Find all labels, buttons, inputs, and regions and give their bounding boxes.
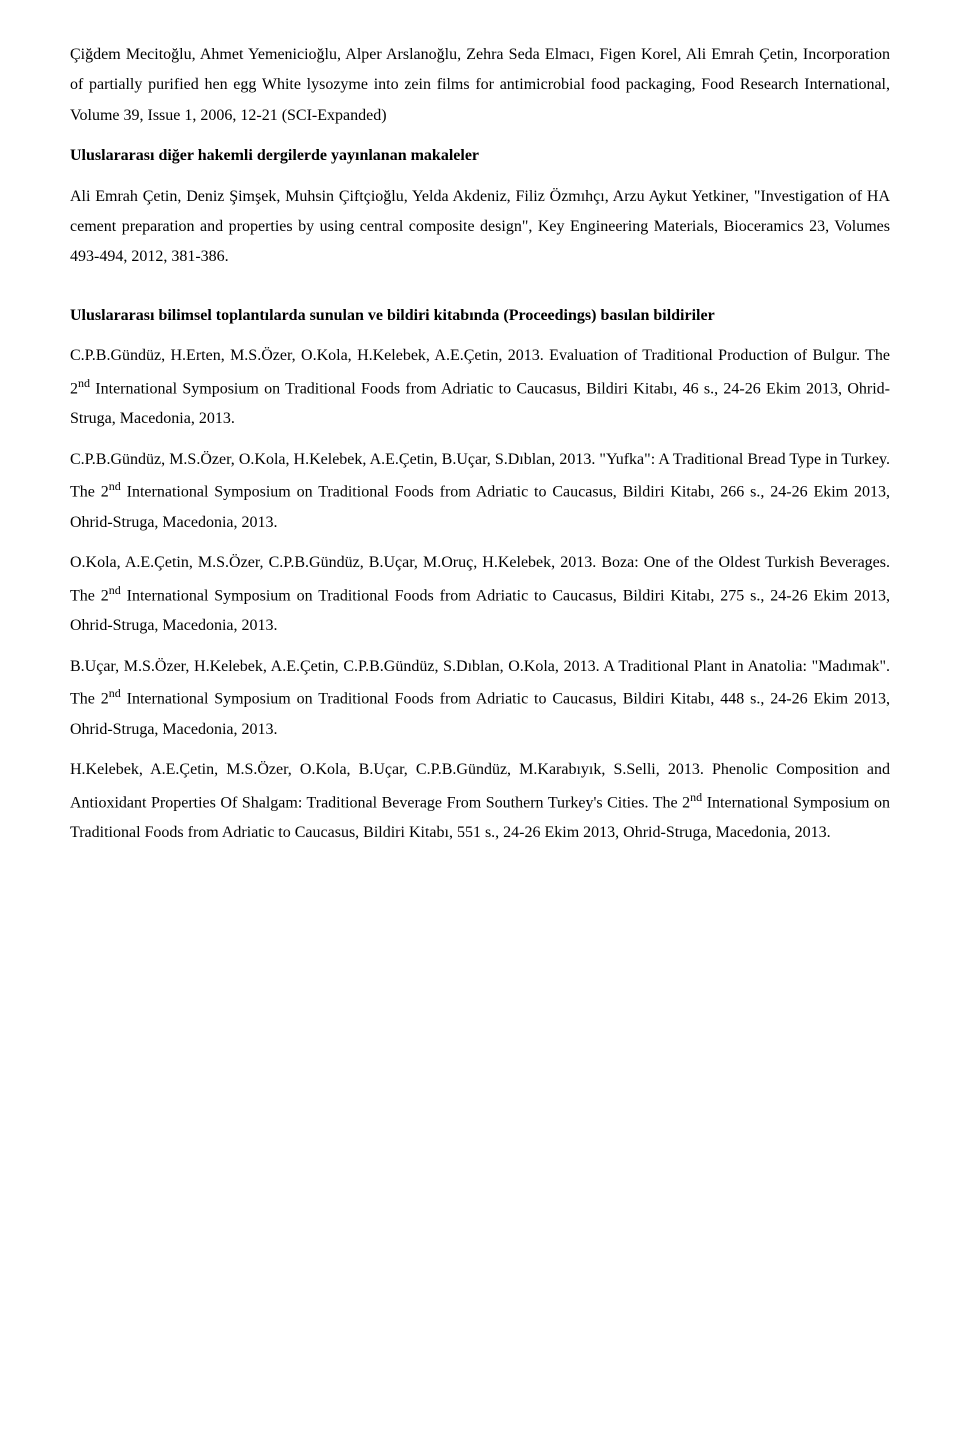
paragraph-7: H.Kelebek, A.E.Çetin, M.S.Özer, O.Kola, … — [70, 755, 890, 849]
paragraph-5b: International Symposium on Traditional F… — [70, 587, 890, 634]
heading-international-other-journals: Uluslararası diğer hakemli dergilerde ya… — [70, 141, 890, 171]
paragraph-1: Çiğdem Mecitoğlu, Ahmet Yemenicioğlu, Al… — [70, 40, 890, 131]
paragraph-3: C.P.B.Gündüz, H.Erten, M.S.Özer, O.Kola,… — [70, 341, 890, 435]
paragraph-6b: International Symposium on Traditional F… — [70, 690, 890, 737]
paragraph-2: Ali Emrah Çetin, Deniz Şimşek, Muhsin Çi… — [70, 182, 890, 273]
superscript-nd: nd — [109, 479, 121, 493]
paragraph-4b: International Symposium on Traditional F… — [70, 483, 890, 530]
superscript-nd: nd — [109, 686, 121, 700]
superscript-nd: nd — [690, 790, 702, 804]
heading-international-proceedings: Uluslararası bilimsel toplantılarda sunu… — [70, 301, 890, 331]
paragraph-6: B.Uçar, M.S.Özer, H.Kelebek, A.E.Çetin, … — [70, 652, 890, 746]
paragraph-3b: International Symposium on Traditional F… — [70, 380, 890, 427]
paragraph-4: C.P.B.Gündüz, M.S.Özer, O.Kola, H.Kelebe… — [70, 445, 890, 539]
superscript-nd: nd — [109, 583, 121, 597]
superscript-nd: nd — [78, 376, 90, 390]
paragraph-5: O.Kola, A.E.Çetin, M.S.Özer, C.P.B.Gündü… — [70, 548, 890, 642]
